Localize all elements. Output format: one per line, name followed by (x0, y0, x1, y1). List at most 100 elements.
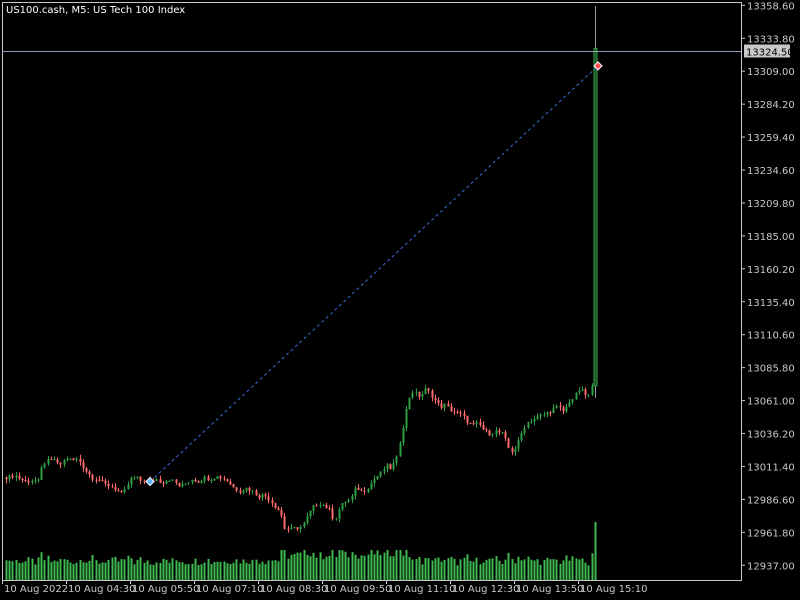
candle-body (47, 458, 50, 464)
candle-body (296, 527, 299, 530)
candle-body (168, 480, 171, 482)
candle-body (258, 495, 261, 498)
volume-bar (338, 550, 341, 580)
volume-bar (463, 557, 466, 580)
volume-bar (383, 552, 386, 580)
volume-bar (187, 563, 190, 580)
time-label: 10 Aug 15:10 (580, 584, 647, 595)
volume-bar (168, 562, 171, 580)
candle-body (539, 414, 542, 417)
candle-body (101, 479, 104, 481)
candle-body (216, 476, 219, 479)
candle-body (517, 440, 520, 449)
candle-body (159, 479, 162, 483)
volume-bar (114, 556, 117, 580)
candle-body (59, 462, 62, 465)
volume-bar (491, 558, 494, 580)
volume-bar (331, 550, 334, 580)
candle-body (373, 479, 376, 484)
candle-body (171, 479, 174, 481)
candle-body (274, 503, 277, 509)
plot-frame (2, 2, 742, 581)
candle-body (568, 402, 571, 407)
candle-body (322, 505, 325, 507)
candle-body (437, 400, 440, 404)
volume-bar (50, 561, 53, 580)
volume-bar (15, 560, 18, 580)
candle-body (245, 487, 248, 491)
candle-body (91, 474, 94, 480)
volume-bar (229, 564, 232, 580)
candle-body (219, 476, 222, 479)
candle-body (117, 489, 120, 492)
candle-body (399, 442, 402, 457)
candle-body (175, 479, 178, 483)
volume-bar (418, 556, 421, 580)
candle-body (53, 459, 56, 461)
candle-body (338, 509, 341, 519)
volume-bar (130, 558, 133, 580)
volume-bar (543, 559, 546, 580)
candle-body (127, 484, 130, 490)
price-label: 13160.20 (747, 265, 795, 276)
volume-bar (591, 553, 594, 580)
volume-bar (562, 560, 565, 580)
volume-bar (242, 559, 245, 580)
candle-body (325, 505, 328, 509)
volume-bar (8, 560, 11, 580)
candle-body (95, 479, 98, 481)
volume-bar (72, 564, 75, 580)
volume-bar (581, 558, 584, 580)
volume-bar (79, 560, 82, 580)
candle-body (56, 459, 59, 463)
candle-body (72, 458, 75, 460)
volume-bar (264, 564, 267, 580)
candle-body (191, 479, 194, 483)
candle-body (347, 500, 350, 502)
volume-bar (351, 552, 354, 580)
candle-body (5, 477, 8, 480)
candle-body (213, 478, 216, 481)
candle-body (207, 476, 210, 481)
candle-body (386, 464, 389, 470)
candle-body (507, 438, 510, 449)
volume-bar (536, 559, 539, 580)
candle-body (24, 480, 27, 482)
volume-bar (552, 559, 555, 580)
volume-bar (18, 562, 21, 580)
candle-body (283, 516, 286, 529)
price-axis: 13358.60 13333.80 13309.00 13284.20 13259.40… (741, 1, 795, 572)
volume-bar (223, 561, 226, 580)
trade-overlay: 13324.50 (2, 44, 794, 487)
candle-body (395, 456, 398, 464)
volume-bar (152, 564, 155, 580)
candle-body (565, 406, 568, 412)
volume-bar (479, 564, 482, 580)
volume-bar (216, 561, 219, 580)
candle-body (8, 475, 11, 480)
candle-body (123, 489, 126, 493)
volume-bar (219, 561, 222, 580)
candle-body (469, 422, 472, 424)
candle-body (239, 490, 242, 493)
volume-bar (40, 552, 43, 580)
volume-bar (178, 562, 181, 580)
volume-bar (443, 559, 446, 580)
time-label: 10 Aug 2022 (4, 584, 68, 595)
volume-bar (565, 555, 568, 580)
time-label: 10 Aug 09:50 (324, 584, 391, 595)
candle-body (328, 508, 331, 510)
volume-bar (354, 554, 357, 580)
volume-bar (104, 562, 107, 580)
candle-body (453, 411, 456, 413)
volume-bar (175, 560, 178, 580)
candle-body (485, 429, 488, 431)
volume-bar (194, 558, 197, 580)
volume-bar (360, 555, 363, 580)
candle-body (501, 432, 504, 434)
volume-bar (53, 560, 56, 580)
volume-bar (239, 563, 242, 580)
volume-bar (200, 564, 203, 580)
volume-bar (485, 559, 488, 580)
